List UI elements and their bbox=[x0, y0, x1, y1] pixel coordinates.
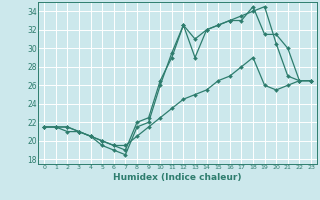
X-axis label: Humidex (Indice chaleur): Humidex (Indice chaleur) bbox=[113, 173, 242, 182]
